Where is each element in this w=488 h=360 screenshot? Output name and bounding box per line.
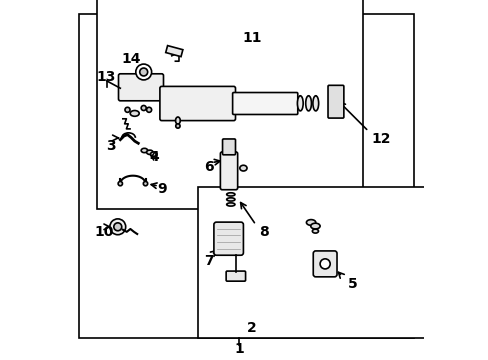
Text: 11: 11 — [242, 31, 261, 45]
Ellipse shape — [312, 229, 318, 233]
Text: 1: 1 — [234, 342, 244, 356]
FancyBboxPatch shape — [160, 86, 235, 121]
Text: 13: 13 — [96, 71, 115, 84]
Ellipse shape — [297, 96, 303, 111]
FancyBboxPatch shape — [232, 93, 297, 114]
Text: 3: 3 — [106, 139, 116, 153]
Circle shape — [136, 64, 151, 80]
Circle shape — [125, 107, 130, 112]
Circle shape — [143, 181, 147, 186]
Text: 6: 6 — [203, 161, 213, 174]
Circle shape — [140, 68, 147, 76]
Circle shape — [141, 105, 146, 111]
FancyBboxPatch shape — [118, 74, 163, 101]
Bar — [97, 0, 363, 209]
FancyBboxPatch shape — [213, 222, 243, 255]
Ellipse shape — [312, 96, 318, 111]
Text: 14: 14 — [121, 53, 141, 66]
FancyBboxPatch shape — [313, 251, 336, 277]
FancyBboxPatch shape — [225, 271, 245, 281]
Text: 4: 4 — [149, 150, 159, 163]
Circle shape — [114, 223, 122, 231]
FancyBboxPatch shape — [220, 152, 237, 190]
Circle shape — [146, 107, 151, 112]
Ellipse shape — [306, 220, 315, 225]
Text: 7: 7 — [203, 254, 213, 268]
Text: 12: 12 — [371, 132, 390, 145]
Ellipse shape — [239, 165, 246, 171]
FancyBboxPatch shape — [327, 85, 343, 118]
FancyBboxPatch shape — [222, 139, 235, 155]
Circle shape — [175, 124, 180, 128]
Ellipse shape — [226, 198, 234, 201]
Text: 9: 9 — [157, 182, 166, 196]
Text: 10: 10 — [94, 225, 114, 239]
Text: 8: 8 — [259, 225, 268, 239]
Bar — [165, 46, 183, 57]
Ellipse shape — [226, 193, 234, 196]
Ellipse shape — [150, 152, 157, 156]
Ellipse shape — [130, 111, 139, 116]
Ellipse shape — [141, 148, 147, 153]
Ellipse shape — [310, 223, 320, 229]
Circle shape — [320, 259, 329, 269]
Circle shape — [118, 181, 122, 186]
Text: 5: 5 — [347, 278, 357, 291]
Text: 2: 2 — [246, 321, 256, 334]
Ellipse shape — [175, 117, 180, 124]
Bar — [197, 187, 438, 338]
Circle shape — [110, 219, 125, 235]
Ellipse shape — [146, 150, 153, 154]
Ellipse shape — [305, 96, 311, 111]
Ellipse shape — [226, 203, 234, 206]
